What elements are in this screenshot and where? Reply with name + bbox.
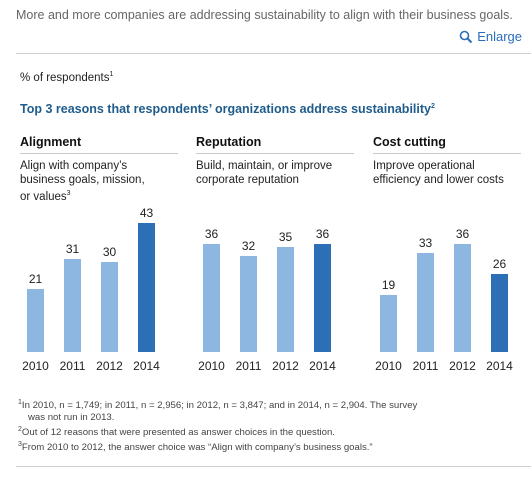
- data-label: 31: [66, 242, 80, 256]
- panel-desc-cost-cutting: Improve operational efficiency and lower…: [373, 160, 504, 186]
- data-label: 32: [242, 239, 256, 253]
- data-label: 19: [382, 278, 396, 292]
- category-label: 2010: [22, 359, 49, 373]
- bar-2010: [203, 244, 220, 352]
- enlarge-link[interactable]: Enlarge: [459, 29, 522, 44]
- bar-2010: [380, 295, 397, 352]
- top-divider: [16, 53, 531, 54]
- bar-chart-cost-cutting: 19 2010 33 2011 36 2012 26 2014: [375, 227, 513, 373]
- category-label: 2014: [309, 359, 336, 373]
- panel-divider: [373, 153, 521, 154]
- data-label: 35: [279, 230, 293, 244]
- panel-title-cost-cutting: Cost cutting: [373, 135, 446, 149]
- category-label: 2014: [486, 359, 513, 373]
- category-label: 2010: [375, 359, 402, 373]
- bar-2014: [314, 244, 331, 352]
- footnotes: 1In 2010, n = 1,749; in 2011, n = 2,956;…: [18, 399, 418, 454]
- data-label: 33: [419, 236, 433, 250]
- category-label: 2014: [133, 359, 160, 373]
- data-label: 26: [493, 257, 507, 271]
- bar-2012: [101, 262, 118, 352]
- category-label: 2012: [449, 359, 476, 373]
- bar-2010: [27, 289, 44, 352]
- bottom-divider: [16, 466, 531, 467]
- bar-2014: [138, 223, 155, 352]
- chart-subtitle: Top 3 reasons that respondents’ organiza…: [20, 102, 435, 116]
- bar-chart-alignment: 21 2010 31 2011 30 2012 43 2014: [22, 206, 160, 373]
- bar-charts: 21 2010 31 2011 30 2012 43 2014 36 2010 32 2011 35 20…: [22, 206, 513, 373]
- enlarge-label: Enlarge: [477, 29, 522, 44]
- category-label: 2012: [272, 359, 299, 373]
- category-label: 2011: [236, 359, 262, 373]
- panel-divider: [196, 153, 354, 154]
- bar-chart-reputation: 36 2010 32 2011 35 2012 36 2014: [198, 227, 336, 373]
- chart-caption: More and more companies are addressing s…: [16, 8, 513, 22]
- category-label: 2011: [413, 359, 439, 373]
- data-label: 30: [103, 245, 117, 259]
- category-label: 2012: [96, 359, 123, 373]
- panel-divider: [20, 153, 178, 154]
- panel-title-alignment: Alignment: [20, 135, 82, 149]
- data-label: 43: [140, 206, 154, 220]
- category-label: 2011: [60, 359, 86, 373]
- data-label: 36: [456, 227, 470, 241]
- data-label: 36: [205, 227, 219, 241]
- magnifier-icon: [459, 30, 473, 44]
- bar-2011: [417, 253, 434, 352]
- unit-label: % of respondents1: [20, 71, 114, 84]
- panel-title-reputation: Reputation: [196, 135, 262, 149]
- data-label: 36: [316, 227, 330, 241]
- bar-2012: [277, 247, 294, 352]
- bar-2014: [491, 274, 508, 352]
- bar-2011: [240, 256, 257, 352]
- category-label: 2010: [198, 359, 225, 373]
- bar-2011: [64, 259, 81, 352]
- data-label: 21: [29, 272, 43, 286]
- bar-2012: [454, 244, 471, 352]
- panel-desc-reputation: Build, maintain, or improve corporate re…: [196, 160, 333, 186]
- panel-desc-alignment: Align with company’s business goals, mis…: [20, 160, 145, 203]
